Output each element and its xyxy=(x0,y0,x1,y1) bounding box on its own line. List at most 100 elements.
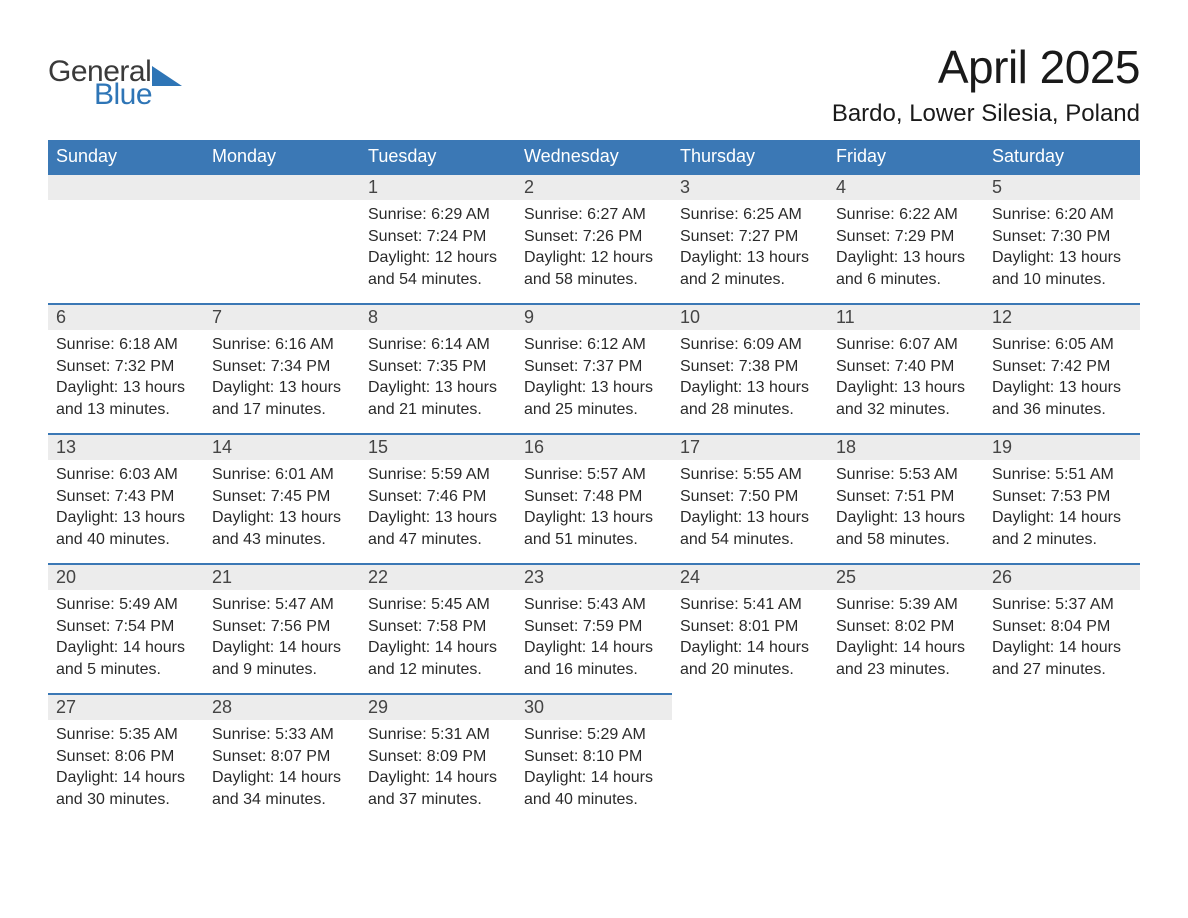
daylight-line2: and 58 minutes. xyxy=(836,529,976,551)
daylight-line1: Daylight: 13 hours xyxy=(992,377,1132,399)
sunrise-line: Sunrise: 5:29 AM xyxy=(524,724,664,746)
sunrise-line: Sunrise: 6:14 AM xyxy=(368,334,508,356)
day-number-cell: 30 xyxy=(516,694,672,720)
daylight-line1: Daylight: 13 hours xyxy=(836,377,976,399)
sunrise-line: Sunrise: 5:31 AM xyxy=(368,724,508,746)
sunset-line: Sunset: 8:10 PM xyxy=(524,746,664,768)
day-number-row: 27282930 xyxy=(48,694,1140,720)
day-content-cell: Sunrise: 6:16 AMSunset: 7:34 PMDaylight:… xyxy=(204,330,360,434)
sunrise-line: Sunrise: 5:51 AM xyxy=(992,464,1132,486)
day-content-cell: Sunrise: 5:57 AMSunset: 7:48 PMDaylight:… xyxy=(516,460,672,564)
daylight-line2: and 43 minutes. xyxy=(212,529,352,551)
sunset-line: Sunset: 7:29 PM xyxy=(836,226,976,248)
sunset-line: Sunset: 8:09 PM xyxy=(368,746,508,768)
daylight-line2: and 23 minutes. xyxy=(836,659,976,681)
weekday-header: Wednesday xyxy=(516,140,672,174)
sunset-line: Sunset: 7:24 PM xyxy=(368,226,508,248)
sunrise-line: Sunrise: 6:16 AM xyxy=(212,334,352,356)
day-number-cell: 27 xyxy=(48,694,204,720)
sunset-line: Sunset: 7:50 PM xyxy=(680,486,820,508)
daylight-line1: Daylight: 13 hours xyxy=(992,247,1132,269)
day-number-cell: 3 xyxy=(672,174,828,200)
day-content-row: Sunrise: 5:49 AMSunset: 7:54 PMDaylight:… xyxy=(48,590,1140,694)
day-content-cell: Sunrise: 5:51 AMSunset: 7:53 PMDaylight:… xyxy=(984,460,1140,564)
sunset-line: Sunset: 7:43 PM xyxy=(56,486,196,508)
day-content-cell: Sunrise: 5:33 AMSunset: 8:07 PMDaylight:… xyxy=(204,720,360,816)
sunrise-line: Sunrise: 5:59 AM xyxy=(368,464,508,486)
day-content-cell: Sunrise: 6:20 AMSunset: 7:30 PMDaylight:… xyxy=(984,200,1140,304)
day-number-cell xyxy=(672,694,828,720)
daylight-line2: and 30 minutes. xyxy=(56,789,196,811)
daylight-line1: Daylight: 13 hours xyxy=(368,507,508,529)
day-number-cell: 25 xyxy=(828,564,984,590)
sunset-line: Sunset: 7:26 PM xyxy=(524,226,664,248)
day-content-cell xyxy=(204,200,360,304)
daylight-line1: Daylight: 13 hours xyxy=(212,507,352,529)
daylight-line2: and 9 minutes. xyxy=(212,659,352,681)
daylight-line2: and 5 minutes. xyxy=(56,659,196,681)
daylight-line1: Daylight: 14 hours xyxy=(992,507,1132,529)
daylight-line2: and 28 minutes. xyxy=(680,399,820,421)
daylight-line2: and 25 minutes. xyxy=(524,399,664,421)
day-number-cell: 2 xyxy=(516,174,672,200)
day-number-cell: 14 xyxy=(204,434,360,460)
logo-line2: Blue xyxy=(94,81,152,108)
day-number-cell: 7 xyxy=(204,304,360,330)
daylight-line2: and 34 minutes. xyxy=(212,789,352,811)
day-number-cell: 19 xyxy=(984,434,1140,460)
daylight-line1: Daylight: 14 hours xyxy=(836,637,976,659)
sunset-line: Sunset: 7:58 PM xyxy=(368,616,508,638)
daylight-line1: Daylight: 13 hours xyxy=(212,377,352,399)
sunset-line: Sunset: 7:42 PM xyxy=(992,356,1132,378)
sunrise-line: Sunrise: 6:09 AM xyxy=(680,334,820,356)
day-content-cell: Sunrise: 5:39 AMSunset: 8:02 PMDaylight:… xyxy=(828,590,984,694)
sunset-line: Sunset: 8:04 PM xyxy=(992,616,1132,638)
day-number-cell: 18 xyxy=(828,434,984,460)
day-content-cell: Sunrise: 5:45 AMSunset: 7:58 PMDaylight:… xyxy=(360,590,516,694)
daylight-line2: and 16 minutes. xyxy=(524,659,664,681)
sunrise-line: Sunrise: 5:53 AM xyxy=(836,464,976,486)
day-number-cell: 26 xyxy=(984,564,1140,590)
daylight-line2: and 6 minutes. xyxy=(836,269,976,291)
sunset-line: Sunset: 7:32 PM xyxy=(56,356,196,378)
sunset-line: Sunset: 7:51 PM xyxy=(836,486,976,508)
daylight-line1: Daylight: 14 hours xyxy=(992,637,1132,659)
daylight-line2: and 47 minutes. xyxy=(368,529,508,551)
daylight-line1: Daylight: 14 hours xyxy=(212,637,352,659)
daylight-line1: Daylight: 13 hours xyxy=(56,377,196,399)
logo-text: General Blue xyxy=(48,58,152,108)
sunset-line: Sunset: 7:30 PM xyxy=(992,226,1132,248)
day-content-cell xyxy=(984,720,1140,816)
day-content-cell: Sunrise: 6:03 AMSunset: 7:43 PMDaylight:… xyxy=(48,460,204,564)
daylight-line2: and 20 minutes. xyxy=(680,659,820,681)
day-number-row: 13141516171819 xyxy=(48,434,1140,460)
sunrise-line: Sunrise: 5:39 AM xyxy=(836,594,976,616)
daylight-line1: Daylight: 12 hours xyxy=(524,247,664,269)
daylight-line1: Daylight: 13 hours xyxy=(680,247,820,269)
day-number-cell: 29 xyxy=(360,694,516,720)
day-number-cell: 23 xyxy=(516,564,672,590)
daylight-line1: Daylight: 14 hours xyxy=(368,767,508,789)
day-content-cell: Sunrise: 6:07 AMSunset: 7:40 PMDaylight:… xyxy=(828,330,984,434)
daylight-line1: Daylight: 14 hours xyxy=(524,637,664,659)
daylight-line2: and 27 minutes. xyxy=(992,659,1132,681)
sunset-line: Sunset: 7:53 PM xyxy=(992,486,1132,508)
day-number-row: 12345 xyxy=(48,174,1140,200)
daylight-line1: Daylight: 14 hours xyxy=(56,767,196,789)
daylight-line2: and 32 minutes. xyxy=(836,399,976,421)
day-number-cell: 22 xyxy=(360,564,516,590)
day-number-cell: 15 xyxy=(360,434,516,460)
sunrise-line: Sunrise: 5:49 AM xyxy=(56,594,196,616)
day-content-cell: Sunrise: 6:01 AMSunset: 7:45 PMDaylight:… xyxy=(204,460,360,564)
daylight-line1: Daylight: 14 hours xyxy=(524,767,664,789)
sunrise-line: Sunrise: 6:18 AM xyxy=(56,334,196,356)
daylight-line2: and 21 minutes. xyxy=(368,399,508,421)
day-content-cell: Sunrise: 5:49 AMSunset: 7:54 PMDaylight:… xyxy=(48,590,204,694)
daylight-line2: and 40 minutes. xyxy=(524,789,664,811)
day-content-cell: Sunrise: 5:31 AMSunset: 8:09 PMDaylight:… xyxy=(360,720,516,816)
daylight-line1: Daylight: 14 hours xyxy=(680,637,820,659)
daylight-line1: Daylight: 14 hours xyxy=(368,637,508,659)
daylight-line1: Daylight: 13 hours xyxy=(524,507,664,529)
day-number-cell: 13 xyxy=(48,434,204,460)
day-content-cell: Sunrise: 6:12 AMSunset: 7:37 PMDaylight:… xyxy=(516,330,672,434)
